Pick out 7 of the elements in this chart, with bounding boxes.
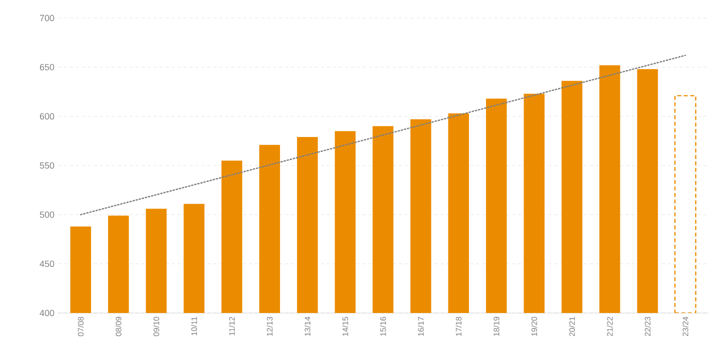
y-tick-label: 400 [40,310,54,316]
y-tick-label: 600 [40,113,54,120]
y-tick-label: 450 [40,260,54,268]
y-tick-label: 550 [40,162,54,169]
y-tick-label: 700 [40,14,54,22]
y-tick-label: 500 [40,211,54,218]
y-tick-label: 650 [40,64,54,70]
